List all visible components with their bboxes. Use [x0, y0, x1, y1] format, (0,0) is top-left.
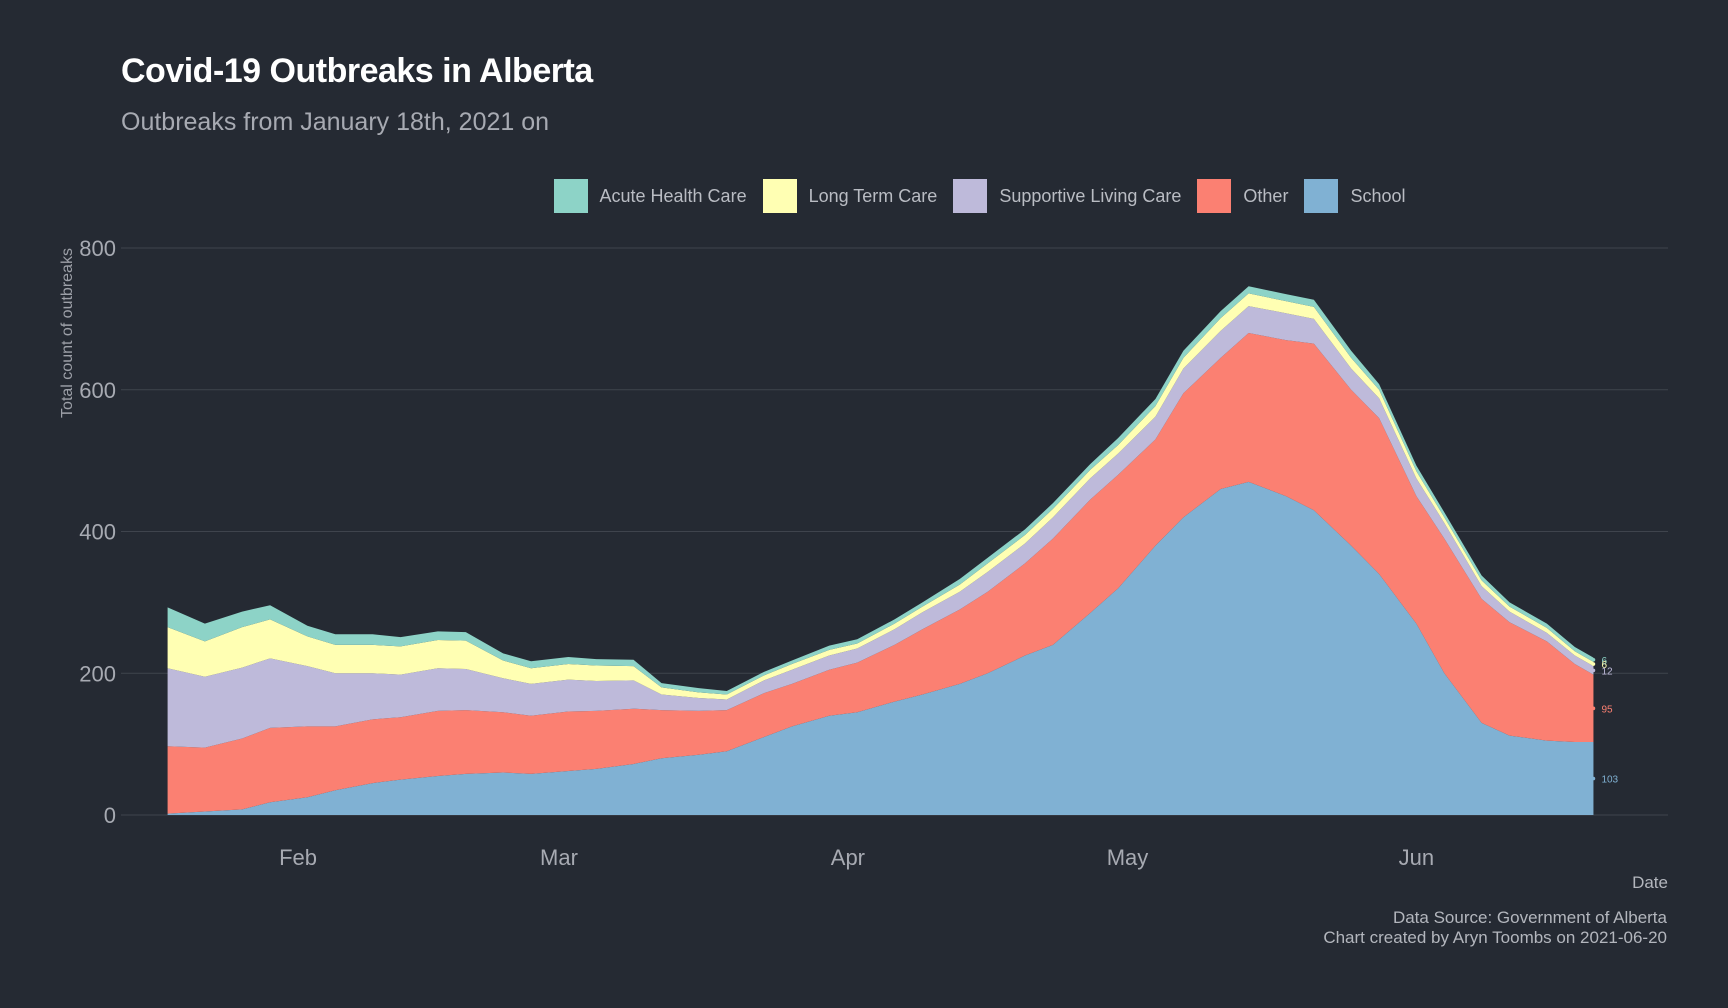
y-tick-label: 200	[79, 661, 116, 686]
x-axis-label: Date	[1632, 873, 1668, 892]
end-label: 103	[1601, 774, 1618, 785]
y-tick-label: 400	[79, 520, 116, 545]
x-tick-label: Apr	[831, 845, 865, 870]
area-supportive-living-care	[167, 306, 1594, 748]
end-label: 6	[1601, 656, 1607, 667]
legend-label: Acute Health Care	[599, 185, 747, 206]
legend-swatch	[1197, 179, 1232, 213]
caption-credit: Chart created by Aryn Toombs on 2021-06-…	[1323, 928, 1667, 947]
legend-swatch	[953, 179, 988, 213]
chart-subtitle: Outbreaks from January 18th, 2021 on	[121, 108, 550, 136]
legend-item-school: School	[1304, 179, 1406, 213]
legend-label: Long Term Care	[808, 185, 938, 206]
area-other	[167, 333, 1594, 814]
x-tick-label: Mar	[540, 845, 578, 870]
area-layer	[167, 286, 1594, 815]
end-marker	[1591, 668, 1596, 673]
legend-label: Other	[1243, 185, 1289, 206]
end-marker	[1591, 706, 1596, 711]
legend-swatch	[553, 179, 588, 213]
legend-swatch	[762, 179, 797, 213]
area-school	[167, 481, 1594, 815]
area-long-term-care	[167, 293, 1594, 700]
tick-layer: 0 200 400 600 800 Feb Mar Apr May Jun	[79, 236, 1434, 870]
legend-item-acute: Acute Health Care	[553, 179, 747, 213]
legend-label: School	[1350, 185, 1406, 206]
chart-title: Covid-19 Outbreaks in Alberta	[121, 52, 593, 90]
end-marker	[1591, 657, 1596, 662]
legend-item-long-term: Long Term Care	[762, 179, 938, 213]
end-marker	[1591, 662, 1596, 666]
end-label: 6	[1601, 660, 1607, 671]
legend-item-other: Other	[1197, 179, 1288, 213]
caption-source: Data Source: Government of Alberta	[1392, 908, 1667, 927]
legend-label: Supportive Living Care	[999, 185, 1182, 206]
legend-item-supportive: Supportive Living Care	[953, 179, 1181, 213]
y-axis-label: Total count of outbreaks	[59, 248, 76, 418]
x-tick-label: Feb	[279, 845, 317, 870]
end-label: 12	[1601, 666, 1613, 677]
y-tick-label: 0	[104, 803, 116, 828]
end-label: 95	[1601, 704, 1613, 715]
legend: Acute Health Care Long Term Care Support…	[0, 178, 1728, 214]
x-tick-label: Jun	[1399, 845, 1434, 870]
y-tick-label: 600	[79, 378, 116, 403]
y-tick-label: 800	[79, 236, 116, 261]
x-tick-label: May	[1107, 845, 1149, 870]
caption: Data Source: Government of Alberta Chart…	[1323, 908, 1667, 948]
end-marker	[1591, 776, 1596, 781]
legend-swatch	[1304, 179, 1339, 213]
